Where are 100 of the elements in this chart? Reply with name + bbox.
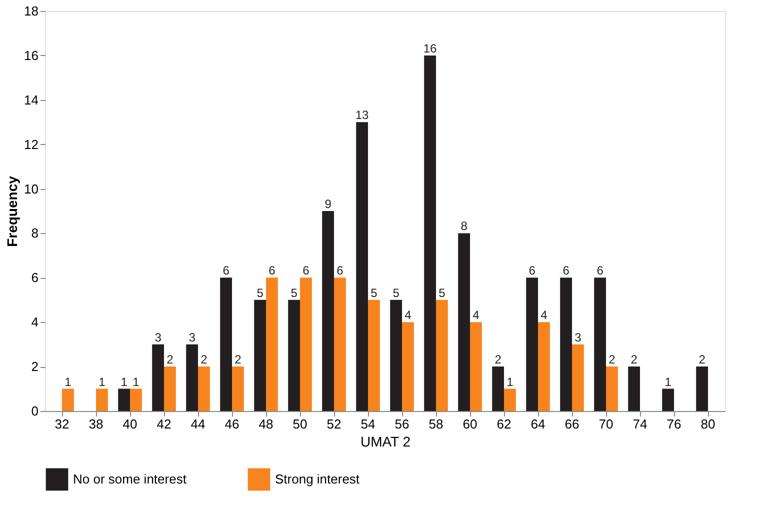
- data-label: 5: [438, 286, 446, 300]
- y-tick-label: 8: [31, 226, 38, 241]
- data-label: 4: [540, 308, 548, 322]
- bar: [232, 366, 244, 411]
- data-label: 3: [574, 330, 582, 344]
- x-tick-label: 38: [88, 416, 104, 432]
- data-label: 5: [290, 286, 298, 300]
- x-tick-label: 74: [632, 416, 648, 432]
- bar: [696, 366, 708, 411]
- bar: [424, 55, 436, 411]
- x-tick-label: 76: [666, 416, 682, 432]
- bar: [254, 300, 266, 411]
- y-tick-label: 16: [24, 48, 38, 63]
- data-label: 6: [302, 264, 310, 278]
- legend-label: Strong interest: [275, 471, 360, 486]
- x-tick-label: 60: [462, 416, 478, 432]
- data-label: 2: [698, 352, 706, 367]
- data-label: 1: [120, 374, 128, 389]
- data-label: 2: [630, 352, 638, 367]
- bar: [152, 344, 164, 411]
- x-tick-label: 62: [496, 416, 512, 432]
- y-tick-label: 6: [31, 270, 38, 286]
- x-tick-label: 58: [428, 416, 444, 432]
- data-label: 1: [64, 374, 72, 389]
- data-label: 6: [336, 264, 344, 278]
- data-label: 1: [664, 374, 672, 389]
- bar: [334, 278, 346, 411]
- bar: [492, 366, 504, 411]
- bar: [186, 344, 198, 411]
- x-tick-label: 52: [326, 416, 342, 432]
- x-tick-label: 66: [564, 416, 580, 432]
- x-tick-label: 50: [292, 416, 308, 432]
- data-label: 6: [596, 264, 604, 278]
- y-tick-label: 12: [24, 136, 38, 152]
- data-label: 3: [188, 330, 196, 344]
- y-tick-label: 0: [31, 404, 38, 418]
- bar: [402, 322, 414, 411]
- x-tick-label: 44: [190, 416, 206, 432]
- legend-label: No or some interest: [73, 471, 187, 486]
- data-label: 6: [528, 264, 536, 278]
- x-tick-label: 56: [394, 416, 410, 432]
- bar: [560, 278, 572, 411]
- data-label: 3: [154, 330, 162, 344]
- data-label: 16: [423, 41, 438, 56]
- bar: [164, 366, 176, 411]
- x-tick-label: 80: [700, 416, 716, 432]
- y-axis-title: Frequency: [4, 176, 20, 247]
- bar: [300, 278, 312, 411]
- data-label: 5: [256, 286, 264, 300]
- bar: [368, 300, 380, 411]
- data-label: 1: [506, 374, 514, 389]
- data-label: 5: [392, 286, 400, 300]
- data-label: 2: [608, 352, 616, 367]
- bar: [594, 278, 606, 411]
- y-tick-label: 14: [24, 92, 38, 108]
- y-tick-label: 2: [31, 359, 38, 374]
- bar: [470, 322, 482, 411]
- data-label: 1: [98, 374, 106, 389]
- data-label: 4: [404, 308, 412, 322]
- x-tick-label: 42: [156, 416, 172, 432]
- data-label: 4: [472, 308, 480, 322]
- bar: [606, 366, 618, 411]
- x-tick-label: 54: [360, 416, 376, 432]
- bar: [198, 366, 210, 411]
- x-tick-label: 48: [258, 416, 274, 432]
- bar: [220, 278, 232, 411]
- x-axis-title: UMAT 2: [360, 434, 411, 450]
- data-label: 5: [370, 286, 378, 300]
- y-tick-label: 4: [31, 314, 38, 330]
- bar: [62, 388, 74, 411]
- y-tick-label: 10: [24, 181, 38, 196]
- data-label: 9: [324, 197, 332, 211]
- bar: [118, 388, 130, 411]
- bar: [526, 278, 538, 411]
- y-tick-label: 18: [24, 4, 38, 18]
- data-label: 8: [460, 219, 468, 234]
- bar: [436, 300, 448, 411]
- x-tick-label: 64: [530, 416, 546, 432]
- data-label: 13: [355, 108, 370, 122]
- data-label: 6: [222, 264, 230, 278]
- bar: [572, 344, 584, 411]
- data-label: 2: [166, 352, 174, 367]
- bar: [356, 122, 368, 411]
- bar: [390, 300, 402, 411]
- bar: [628, 366, 640, 411]
- bar: [322, 211, 334, 411]
- x-tick-label: 70: [598, 416, 614, 432]
- x-tick-label: 46: [224, 416, 240, 432]
- data-label: 1: [132, 374, 140, 389]
- bar: [662, 388, 674, 411]
- bar: [458, 233, 470, 411]
- bar: [538, 322, 550, 411]
- data-label: 2: [494, 352, 502, 367]
- data-label: 6: [562, 264, 570, 278]
- x-tick-label: 32: [54, 416, 70, 432]
- x-tick-label: 40: [122, 416, 138, 432]
- bar: [504, 388, 516, 411]
- bar: [288, 300, 300, 411]
- bar: [96, 388, 108, 411]
- data-label: 2: [234, 352, 242, 367]
